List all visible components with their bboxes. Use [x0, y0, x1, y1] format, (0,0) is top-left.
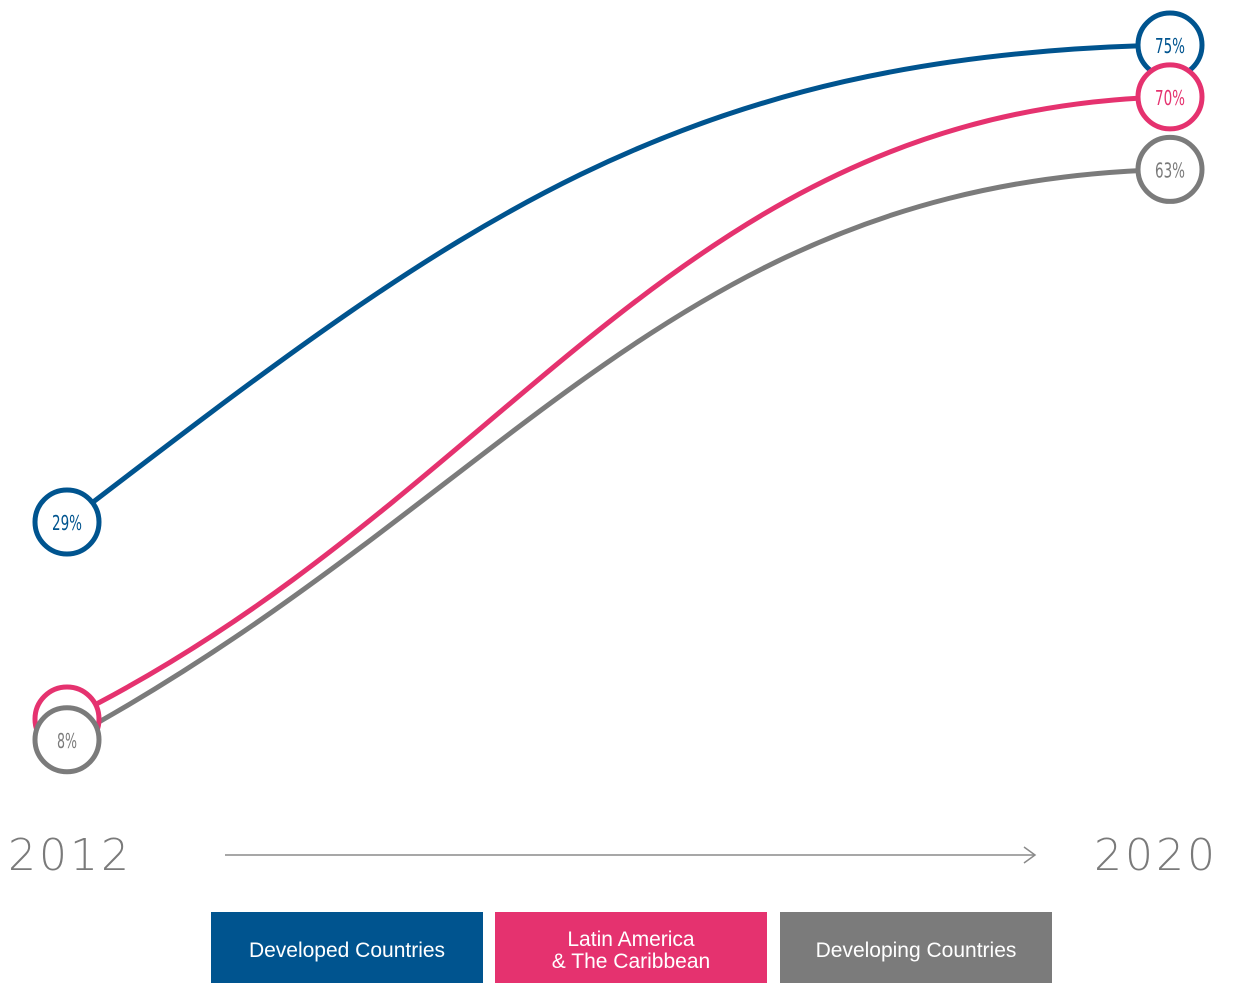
x-axis-start-label: 2012 — [8, 830, 132, 881]
legend-label: Latin America & The Caribbean — [551, 927, 711, 973]
x-axis-end-label: 2020 — [1094, 830, 1218, 881]
data-label: 70% — [1155, 86, 1185, 110]
line-chart: 29%75%10%70%8%63% — [32, 10, 1205, 864]
legend-item-developing-countries: Developing Countries — [780, 912, 1052, 983]
data-point-marker — [1135, 134, 1205, 204]
time-arrow — [225, 846, 1037, 864]
legend-label: Developed Countries — [248, 938, 446, 962]
data-point-developed-end: 75% — [1135, 10, 1205, 80]
legend-item-latin-america-caribbean: Latin America & The Caribbean — [495, 912, 767, 983]
data-label: 63% — [1155, 158, 1185, 182]
series-line-developing — [65, 166, 1171, 742]
legend-label: Developing Countries — [815, 938, 1017, 962]
series-line-developed — [65, 42, 1171, 524]
data-point-developing-end: 63% — [1135, 134, 1205, 204]
data-point-latin-america-caribbean-end: 70% — [1135, 62, 1205, 132]
series-line-latin-america-caribbean — [65, 94, 1171, 722]
data-label: 75% — [1155, 34, 1185, 58]
data-label: 29% — [52, 511, 82, 535]
data-point-marker — [32, 487, 102, 557]
data-point-marker — [32, 705, 102, 775]
legend-item-developed-countries: Developed Countries — [211, 912, 483, 983]
data-label: 8% — [57, 729, 77, 753]
data-point-developing-start: 8% — [32, 705, 102, 775]
data-point-developed-start: 29% — [32, 487, 102, 557]
data-point-marker — [1135, 62, 1205, 132]
